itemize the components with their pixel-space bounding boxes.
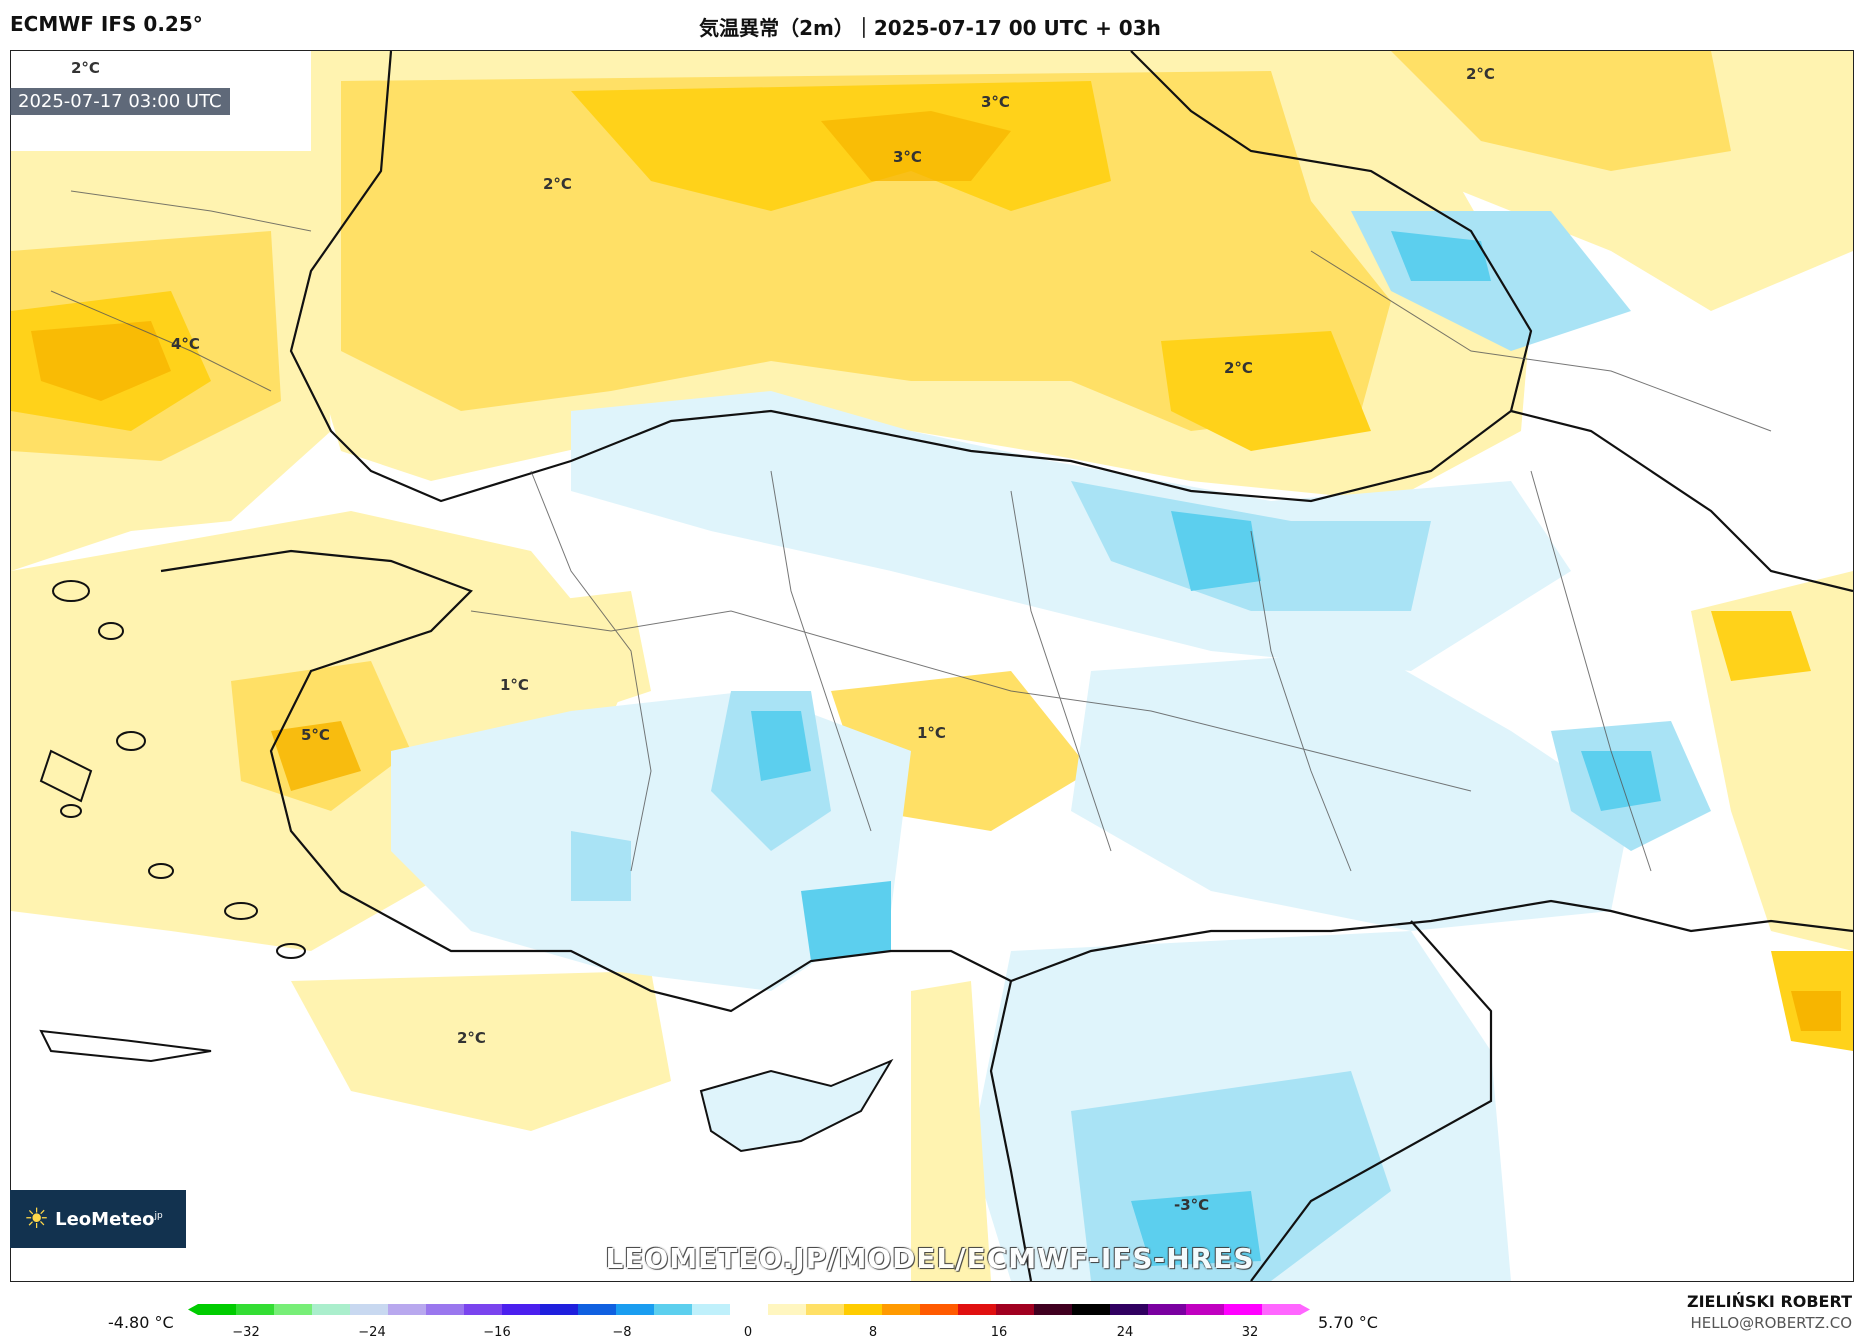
- contour-label: 2°C: [1466, 65, 1495, 83]
- legend-tick: 8: [868, 1325, 878, 1340]
- contour-label: 1°C: [917, 724, 946, 742]
- legend-tick: 0: [743, 1325, 753, 1340]
- leometeo-logo[interactable]: ☀ LeoMeteojp: [10, 1190, 186, 1248]
- legend-swatch: [388, 1304, 427, 1315]
- legend-swatch: [616, 1304, 655, 1315]
- legend-right-arrow: [1300, 1304, 1310, 1315]
- sun-icon: ☀: [24, 1202, 50, 1235]
- legend-swatch: [806, 1304, 845, 1315]
- legend-swatch: [540, 1304, 579, 1315]
- legend-swatch: [692, 1304, 731, 1315]
- legend-swatch: [198, 1304, 237, 1315]
- legend-swatch: [502, 1304, 541, 1315]
- contour-label: 4°C: [171, 335, 200, 353]
- contour-label: 2°C: [543, 175, 572, 193]
- legend-swatch: [958, 1304, 997, 1315]
- contour-label: -3°C: [1174, 1196, 1210, 1214]
- legend-swatch: [426, 1304, 465, 1315]
- legend-swatch: [920, 1304, 959, 1315]
- legend-swatch: [882, 1304, 921, 1315]
- legend-swatch: [312, 1304, 351, 1315]
- cyprus-outline: [699, 1058, 894, 1153]
- legend-tick: −32: [232, 1325, 260, 1340]
- legend-swatch: [274, 1304, 313, 1315]
- contour-label: 2°C: [71, 59, 100, 77]
- contour-label: 2°C: [457, 1029, 486, 1047]
- legend-swatch: [578, 1304, 617, 1315]
- contour-label: 3°C: [981, 93, 1010, 111]
- legend-swatch: [654, 1304, 693, 1315]
- legend-swatch: [1262, 1304, 1301, 1315]
- legend-swatch: [1110, 1304, 1149, 1315]
- legend-swatch: [1034, 1304, 1073, 1315]
- contour-label: 3°C: [893, 148, 922, 166]
- legend-tick: −24: [358, 1325, 386, 1340]
- logo-text: LeoMeteojp: [55, 1208, 163, 1230]
- legend-swatch: [1224, 1304, 1263, 1315]
- legend-swatch: [768, 1304, 807, 1315]
- legend-swatch: [1148, 1304, 1187, 1315]
- legend-tick: 16: [990, 1325, 1008, 1340]
- legend-swatch: [730, 1304, 769, 1315]
- legend-tick: −16: [483, 1325, 511, 1340]
- watermark-url: LEOMETEO.JP/MODEL/ECMWF-IFS-HRES: [605, 1242, 1255, 1275]
- chart-title: 気温異常（2m）｜2025-07-17 00 UTC + 03h: [699, 16, 1161, 40]
- map-canvas: [11, 51, 1853, 1281]
- author-name: ZIELIŃSKI ROBERT: [1686, 1292, 1852, 1311]
- anomaly-map: 2°C 3°C 3°C 2°C 2°C 4°C 2°C 1°C 5°C 1°C …: [10, 50, 1854, 1282]
- legend-swatch: [1186, 1304, 1225, 1315]
- legend-swatch: [236, 1304, 275, 1315]
- legend-swatch: [464, 1304, 503, 1315]
- contour-label: 2°C: [1224, 359, 1253, 377]
- color-legend: [188, 1304, 1310, 1315]
- contour-label: 1°C: [500, 676, 529, 694]
- legend-tick: 24: [1116, 1325, 1134, 1340]
- contour-label: 5°C: [301, 726, 330, 744]
- legend-swatch: [350, 1304, 389, 1315]
- legend-left-arrow: [188, 1304, 198, 1315]
- valid-time-badge: 2025-07-17 03:00 UTC: [10, 88, 230, 115]
- legend-tick: 32: [1241, 1325, 1259, 1340]
- legend-swatch: [844, 1304, 883, 1315]
- model-title: ECMWF IFS 0.25°: [10, 12, 203, 36]
- legend-swatch: [1072, 1304, 1111, 1315]
- author-email[interactable]: HELLO@ROBERTZ.CO: [1690, 1314, 1852, 1332]
- legend-max-label: 5.70 °C: [1318, 1313, 1378, 1332]
- legend-tick: −8: [612, 1325, 632, 1340]
- legend-min-label: -4.80 °C: [108, 1313, 174, 1332]
- legend-swatch: [996, 1304, 1035, 1315]
